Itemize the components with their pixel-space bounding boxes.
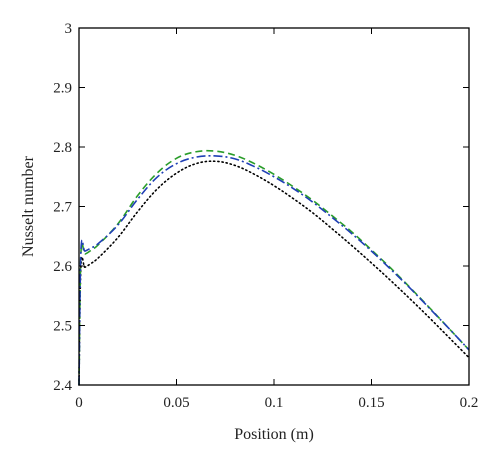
plot-frame	[78, 27, 470, 386]
x-tick-label: 0.2	[460, 395, 479, 411]
x-tick-label: 0	[75, 395, 83, 411]
x-tick-label: 0.15	[358, 395, 384, 411]
y-tick-label: 2.7	[53, 200, 72, 216]
tick-group: 0 0.05 0.1 0.15 0.2 2.4 2.5 2.6 2.7 2.8 2.9 3	[53, 21, 478, 411]
x-tick-label: 0.1	[265, 395, 284, 411]
y-tick-label: 2.5	[53, 319, 72, 335]
series-group	[78, 149, 470, 386]
series-line-3	[78, 154, 470, 386]
y-tick-label: 2.4	[53, 378, 72, 394]
series-line-2	[78, 149, 470, 386]
y-tick-label: 2.8	[53, 140, 72, 156]
y-axis-label: Nusselt number	[20, 155, 37, 257]
x-tick-label: 0.05	[163, 395, 189, 411]
x-axis-label: Position (m)	[234, 426, 314, 443]
y-tick-label: 2.9	[53, 81, 72, 97]
y-tick-label: 2.6	[53, 259, 72, 275]
y-tick-label: 3	[65, 21, 73, 37]
